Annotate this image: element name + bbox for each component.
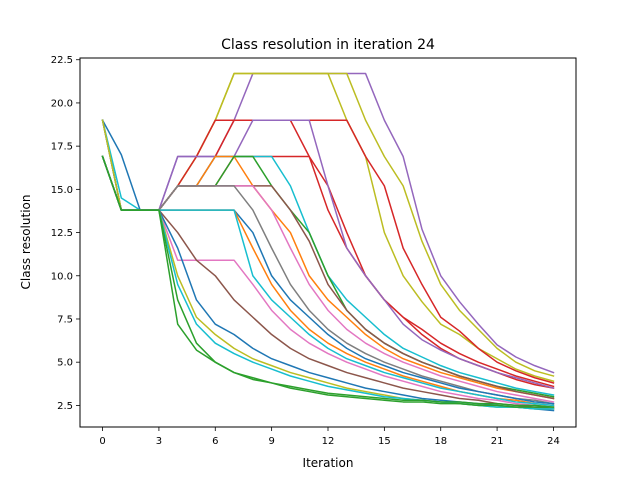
series-line-23 [101,155,555,408]
x-axis-label: Iteration [303,456,354,470]
chart-title: Class resolution in iteration 24 [221,37,435,53]
y-tick-label: 15.0 [51,185,73,196]
series-line-16 [101,119,555,407]
x-tick-label: 21 [491,436,504,447]
x-tick-label: 24 [547,436,560,447]
x-tick-label: 15 [378,436,391,447]
x-tick-label: 18 [434,436,447,447]
y-tick-label: 2.5 [57,401,73,412]
y-tick-label: 10.0 [51,271,73,282]
x-axis: 0 3 6 9 12 15 18 21 24 [99,427,560,447]
y-tick-label: 7.5 [57,314,73,325]
x-tick-label: 0 [99,436,105,447]
series-layer [101,72,555,412]
y-axis: 2.5 5.0 7.5 10.0 12.5 15.0 17.5 20.0 22.5 [51,55,80,412]
series-line-7 [101,119,555,390]
y-tick-label: 5.0 [57,358,73,369]
y-tick-label: 12.5 [51,228,73,239]
x-tick-label: 9 [268,436,274,447]
y-tick-label: 17.5 [51,142,73,153]
x-tick-label: 12 [322,436,335,447]
series-line-18 [101,155,555,410]
x-tick-label: 6 [212,436,218,447]
y-axis-label: Class resolution [19,195,33,290]
y-tick-label: 20.0 [51,98,73,109]
x-tick-label: 3 [156,436,162,447]
series-line-22 [101,155,555,408]
y-tick-label: 22.5 [51,55,73,66]
series-line-17 [101,155,555,408]
